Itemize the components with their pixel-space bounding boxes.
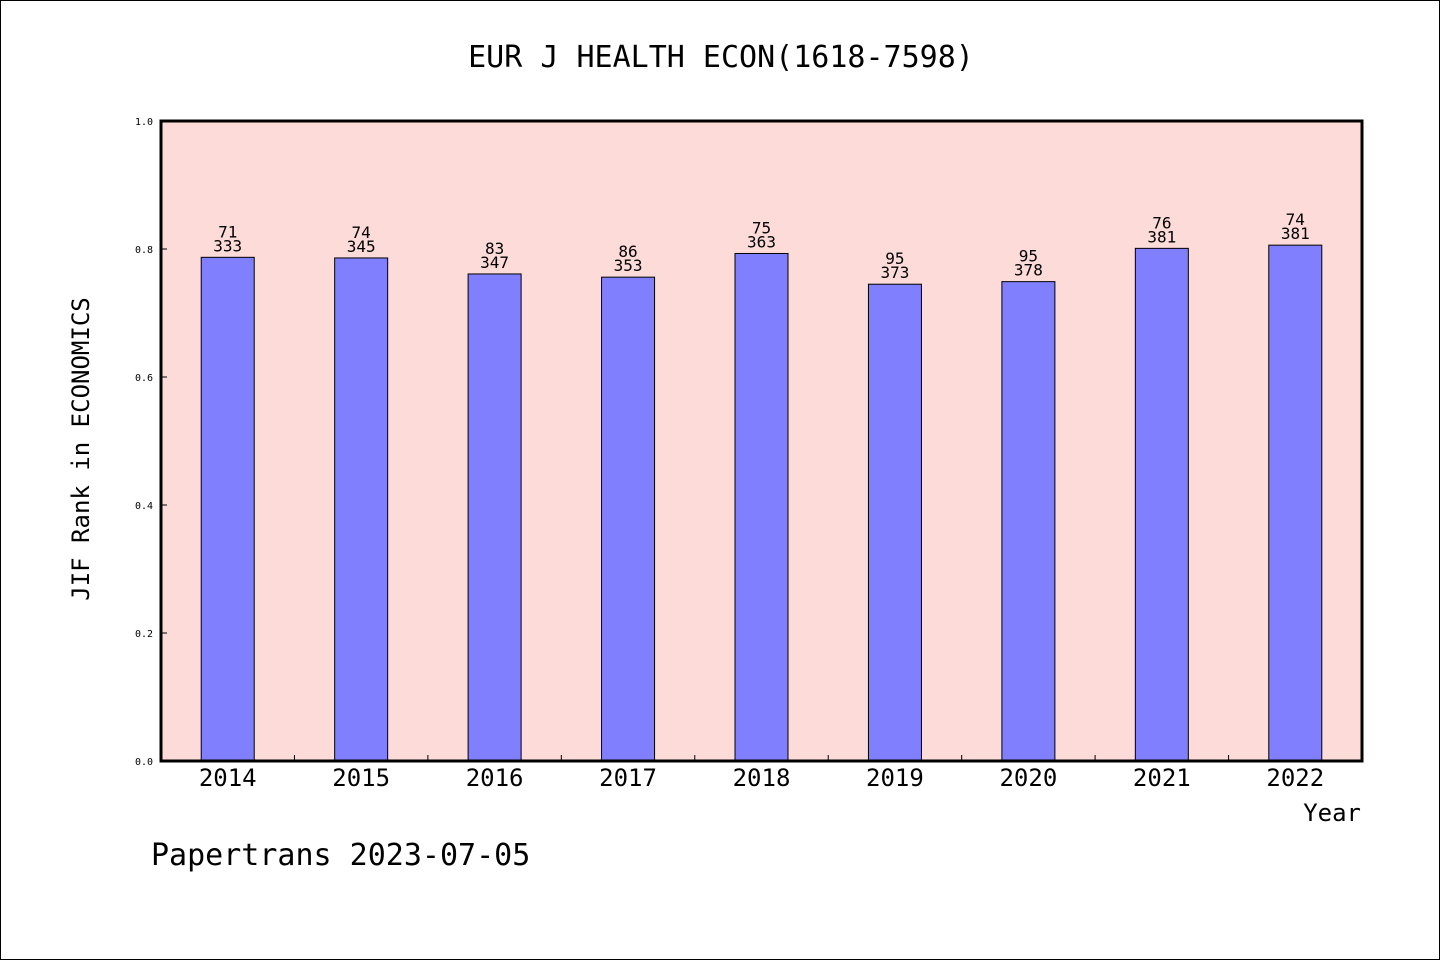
bar-total-label: 347: [480, 253, 509, 272]
bar-rank-label: 74: [1286, 210, 1305, 229]
bar-rank-label: 74: [352, 223, 371, 242]
y-tick-label: 0.8: [135, 245, 153, 256]
bar-total-label: 363: [747, 232, 776, 251]
bar-rank-label: 86: [618, 242, 637, 261]
x-tick-label: 2019: [866, 764, 924, 792]
bar-2020: [1001, 281, 1056, 762]
chart-title: EUR J HEALTH ECON(1618-7598): [468, 40, 974, 75]
bar-2016: [467, 273, 522, 762]
bar-2014: [200, 256, 255, 762]
bar-total-label: 333: [213, 236, 242, 255]
bar-2018: [734, 252, 789, 762]
x-tick-label: 2017: [599, 764, 657, 792]
x-axis: 2014 2015 2016 2017 2018 2019 2020 2021 2022: [199, 755, 1324, 792]
bar-2015: [334, 257, 389, 762]
bar-rank-label: 71: [218, 222, 237, 241]
x-tick-label: 2014: [199, 764, 257, 792]
x-tick-label: 2016: [466, 764, 524, 792]
x-axis-label: Year: [1303, 799, 1361, 827]
bar-total-label: 373: [880, 263, 909, 282]
bar-2021: [1134, 247, 1189, 762]
bar-2017: [601, 276, 656, 762]
bar-total-label: 381: [1281, 224, 1310, 243]
x-tick-label: 2021: [1133, 764, 1191, 792]
y-axis-label: JIF Rank in ECONOMICS: [67, 297, 95, 600]
plot-frame: [159, 119, 1364, 763]
bar-rank-label: 83: [485, 239, 504, 258]
bar-total-label: 381: [1147, 227, 1176, 246]
x-tick-label: 2015: [332, 764, 390, 792]
bar-rank-label: 95: [1019, 247, 1038, 266]
bar-rank-label: 75: [752, 218, 771, 237]
y-tick-label: 0.2: [135, 629, 153, 640]
bar-total-label: 353: [614, 256, 643, 275]
bar-rank-label: 76: [1152, 213, 1171, 232]
bar-2019: [867, 283, 922, 762]
y-tick-label: 0.4: [135, 501, 153, 512]
x-tick-label: 2020: [999, 764, 1057, 792]
y-tick-label: 0.6: [135, 373, 153, 384]
footer-credit: Papertrans 2023-07-05: [151, 838, 530, 873]
x-tick-label: 2022: [1266, 764, 1324, 792]
bar-2022: [1268, 244, 1323, 762]
x-tick-label: 2018: [733, 764, 791, 792]
bar-total-label: 378: [1014, 261, 1043, 280]
bar-total-label: 345: [347, 237, 376, 256]
y-tick-label: 1.0: [135, 117, 153, 128]
bar-rank-label: 95: [885, 249, 904, 268]
y-tick-label: 0.0: [135, 757, 153, 768]
